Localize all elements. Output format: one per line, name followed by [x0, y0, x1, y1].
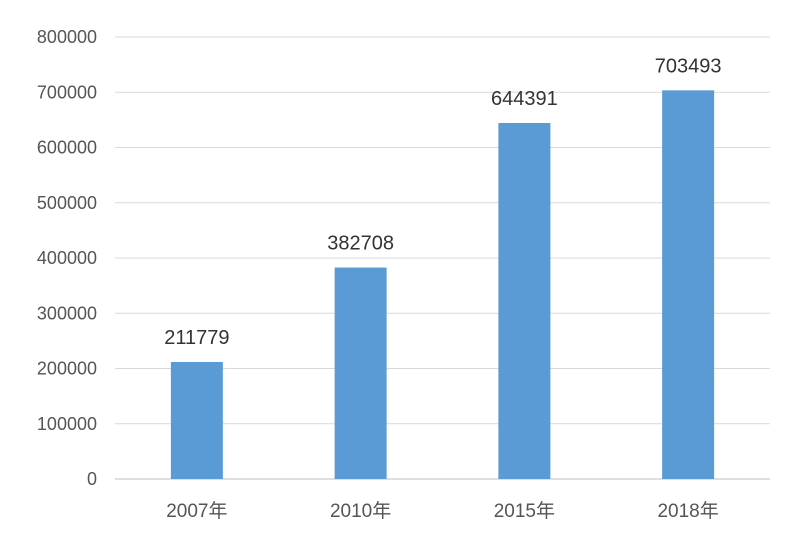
bar — [498, 122, 551, 480]
y-tick-label: 500000 — [37, 193, 97, 213]
x-tick-label: 2007年 — [166, 500, 227, 522]
data-label: 382708 — [327, 233, 394, 255]
y-tick-label: 200000 — [37, 359, 97, 379]
data-label: 211779 — [164, 327, 229, 349]
y-tick-label: 0 — [87, 469, 97, 489]
y-tick-label: 400000 — [37, 248, 97, 268]
y-tick-label: 600000 — [37, 138, 97, 158]
data-label: 644391 — [491, 88, 558, 110]
bars — [170, 90, 715, 480]
data-labels: 211779 382708 644391 703493 — [164, 55, 721, 349]
y-axis-tick-labels: 0 100000 200000 300000 400000 500000 600000 700… — [37, 27, 97, 489]
x-tick-label: 2018年 — [657, 500, 718, 522]
x-tick-label: 2010年 — [330, 500, 391, 522]
y-tick-label: 700000 — [37, 82, 97, 102]
x-axis-tick-labels: 2007年 2010年 2015年 2018年 — [166, 500, 719, 522]
y-tick-label: 300000 — [37, 303, 97, 323]
bar — [662, 90, 715, 479]
y-tick-label: 800000 — [37, 27, 97, 47]
x-tick-label: 2015年 — [494, 500, 555, 522]
gridlines — [115, 36, 770, 480]
y-tick-label: 100000 — [37, 414, 97, 434]
bar — [334, 267, 387, 479]
data-label: 703493 — [655, 55, 722, 77]
bar — [170, 361, 223, 479]
